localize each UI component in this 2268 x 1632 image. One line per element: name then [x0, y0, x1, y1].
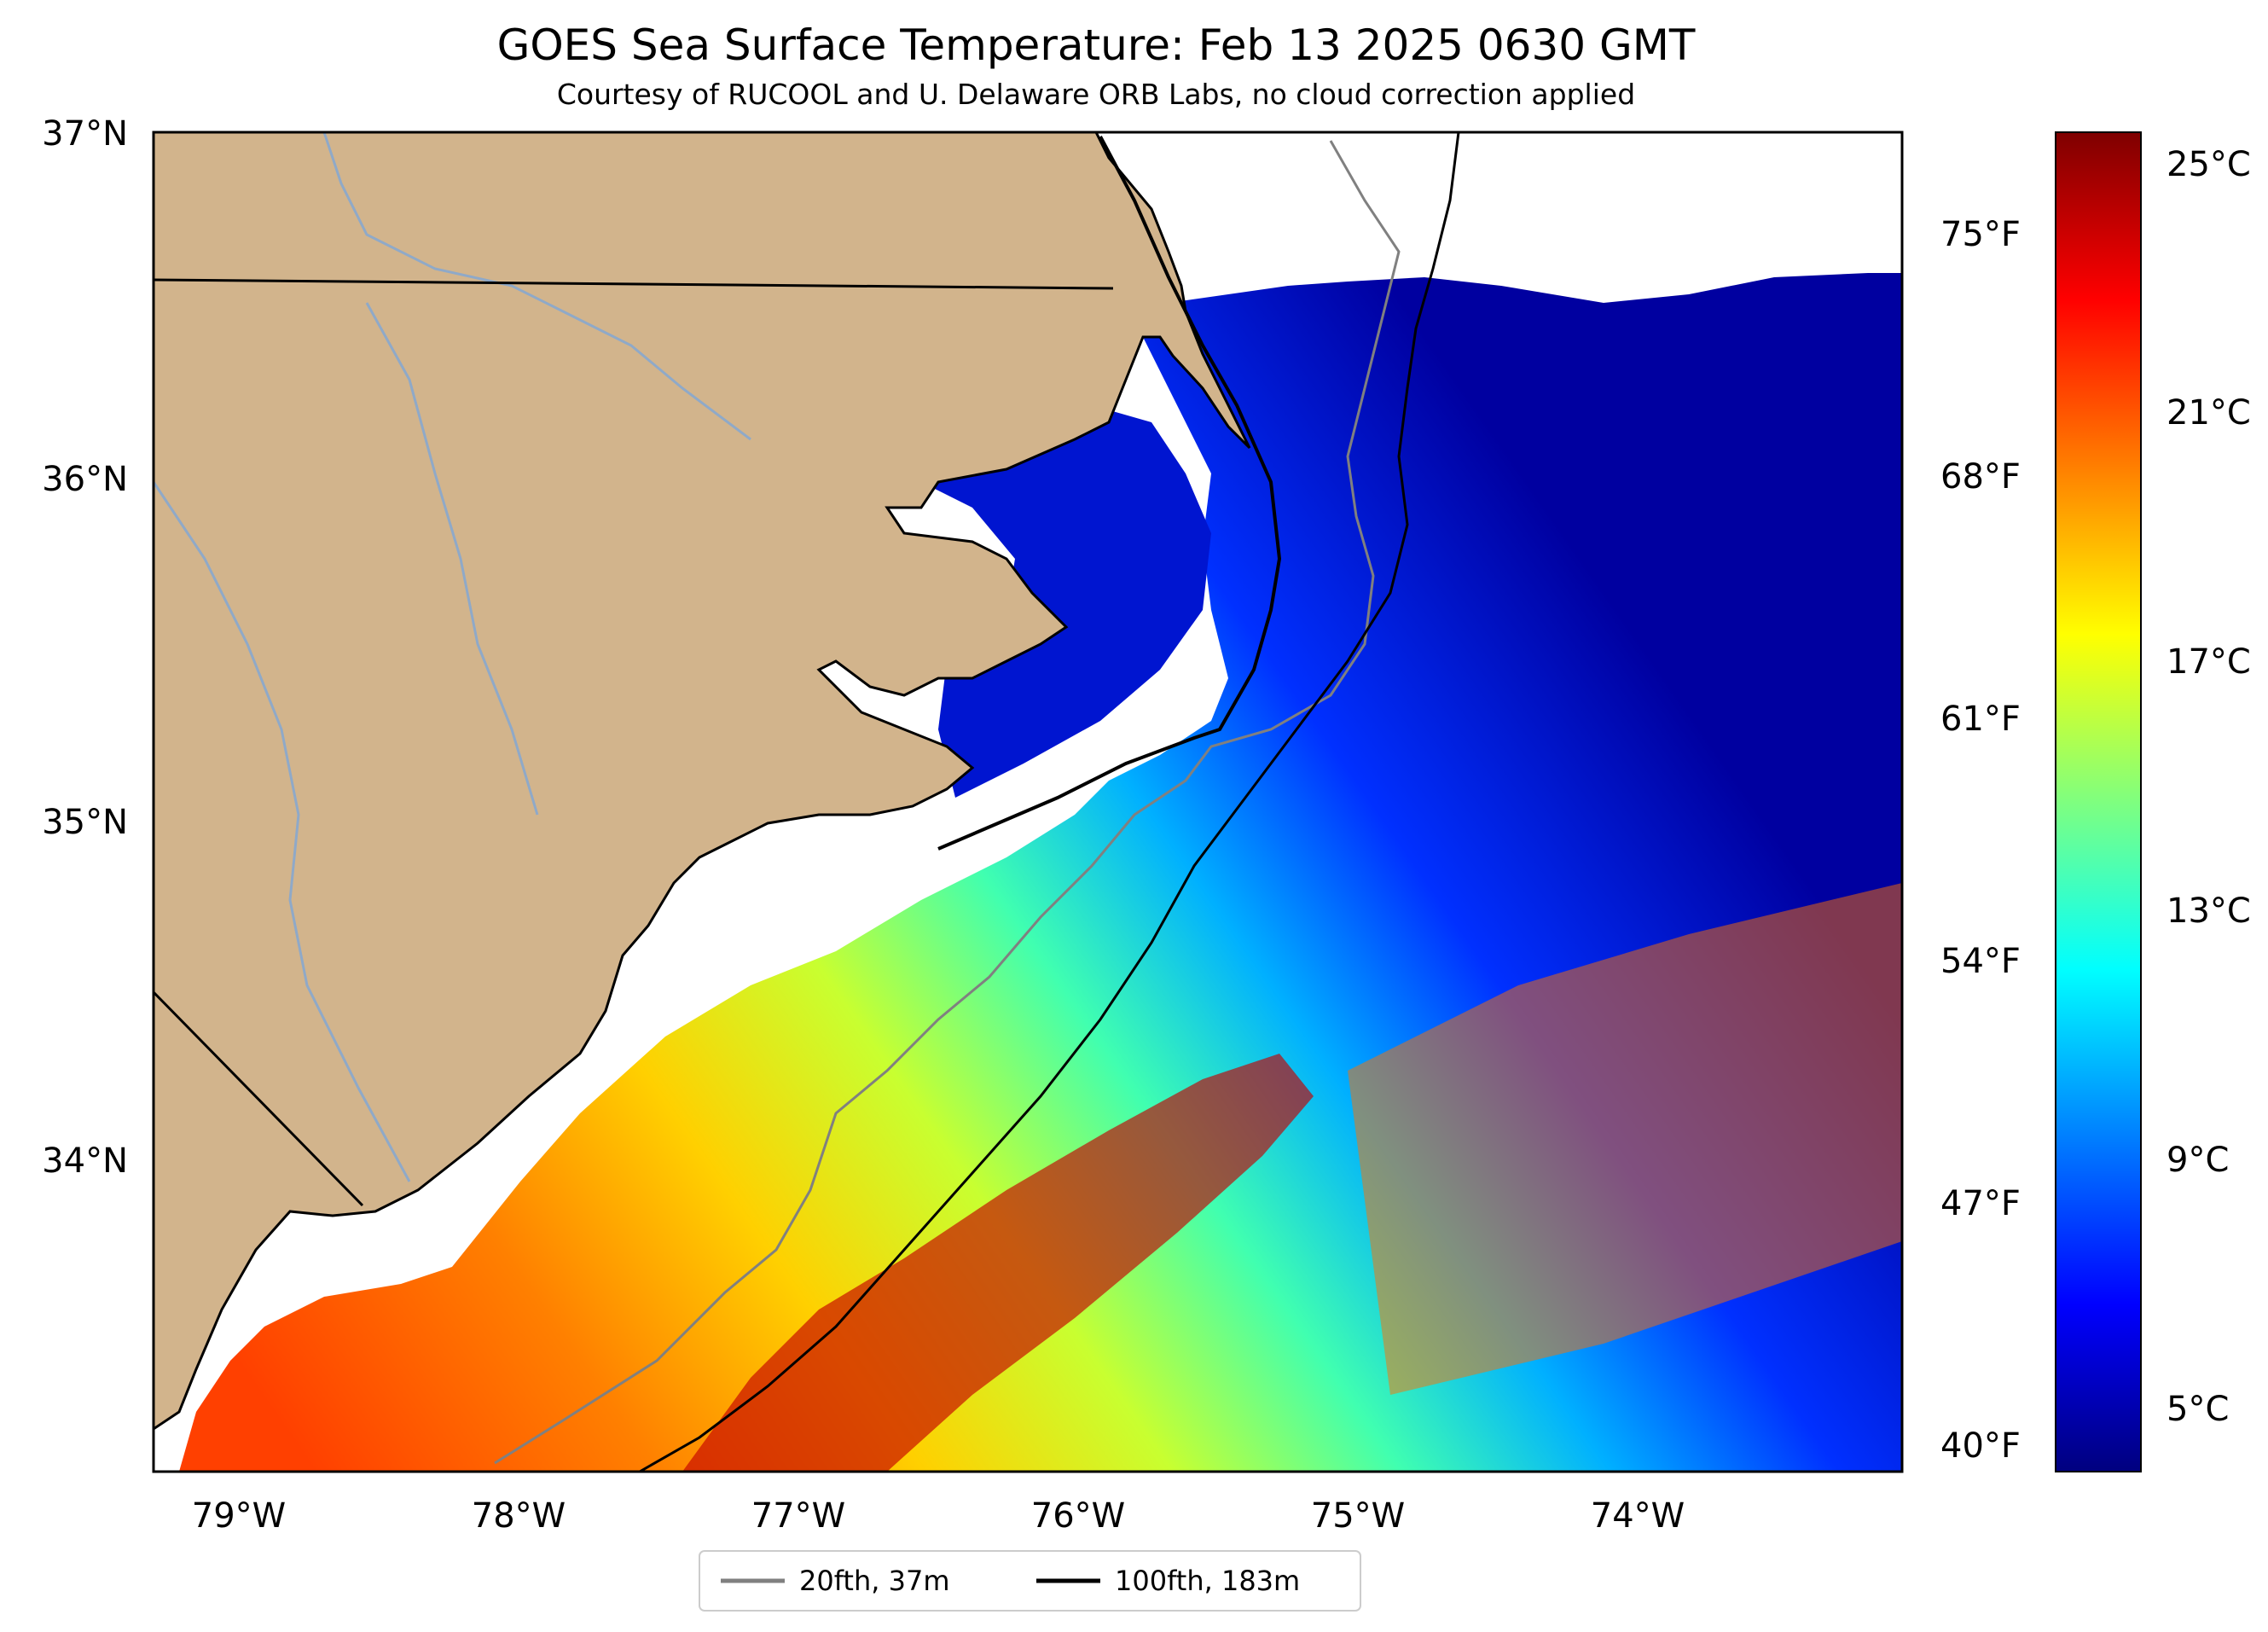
fahrenheit-tick-label: 68°F	[1940, 457, 2021, 497]
fahrenheit-tick-label: 54°F	[1940, 942, 2021, 981]
fahrenheit-tick-label: 61°F	[1940, 700, 2021, 739]
colorbar-tick-label: 13°C	[2166, 892, 2251, 931]
rivers	[154, 132, 751, 1182]
lat-axis: 37°N 36°N 35°N 34°N	[42, 114, 128, 1181]
fahrenheit-tick-label: 47°F	[1940, 1184, 2021, 1223]
fahrenheit-axis: 75°F 68°F 61°F 54°F 47°F 40°F	[1940, 215, 2021, 1466]
map-subtitle: Courtesy of RUCOOL and U. Delaware ORB L…	[557, 78, 1635, 111]
isobath-20fth	[494, 140, 1401, 1465]
fahrenheit-tick-label: 75°F	[1940, 215, 2021, 254]
pamlico-sound	[921, 405, 1211, 798]
colorbar-tick-label: 21°C	[2166, 393, 2251, 433]
lat-tick-label: 36°N	[42, 460, 128, 499]
lat-tick-label: 35°N	[42, 803, 128, 842]
lon-tick-label: 77°W	[751, 1496, 845, 1536]
lon-tick-label: 79°W	[192, 1496, 286, 1536]
lat-tick-label: 37°N	[42, 114, 128, 154]
lon-tick-label: 74°W	[1591, 1496, 1685, 1536]
map-plot-area	[152, 131, 1904, 1473]
colorbar-tick-label: 25°C	[2166, 145, 2251, 184]
map-frame	[152, 131, 1904, 1473]
outer-banks	[937, 136, 1282, 851]
lon-tick-label: 78°W	[472, 1496, 566, 1536]
colorbar-gradient	[2055, 131, 2142, 1472]
sst-orange-band	[1348, 883, 1902, 1395]
legend-box	[699, 1550, 1361, 1612]
colorbar: 25°C 21°C 17°C 13°C 9°C 5°C	[2055, 131, 2251, 1472]
land-mass	[154, 132, 1251, 1431]
legend-label-20fth: 20fth, 37m	[799, 1565, 949, 1597]
colorbar-tick-label: 17°C	[2166, 642, 2251, 682]
lon-axis: 79°W 78°W 77°W 76°W 75°W 74°W	[192, 1496, 1685, 1536]
colorbar-tick-label: 9°C	[2166, 1141, 2229, 1180]
fahrenheit-tick-label: 40°F	[1940, 1426, 2021, 1466]
state-borders	[154, 278, 1114, 1207]
sst-warm-core	[682, 1054, 1314, 1472]
isobath-100fth	[639, 132, 1460, 1472]
map-title: GOES Sea Surface Temperature: Feb 13 202…	[497, 20, 1696, 70]
lon-tick-label: 76°W	[1031, 1496, 1125, 1536]
legend-label-100fth: 100fth, 183m	[1115, 1565, 1300, 1597]
legend: 20fth, 37m 100fth, 183m	[699, 1550, 1361, 1612]
lon-tick-label: 75°W	[1311, 1496, 1405, 1536]
lat-tick-label: 34°N	[42, 1141, 128, 1181]
colorbar-tick-label: 5°C	[2166, 1390, 2229, 1429]
